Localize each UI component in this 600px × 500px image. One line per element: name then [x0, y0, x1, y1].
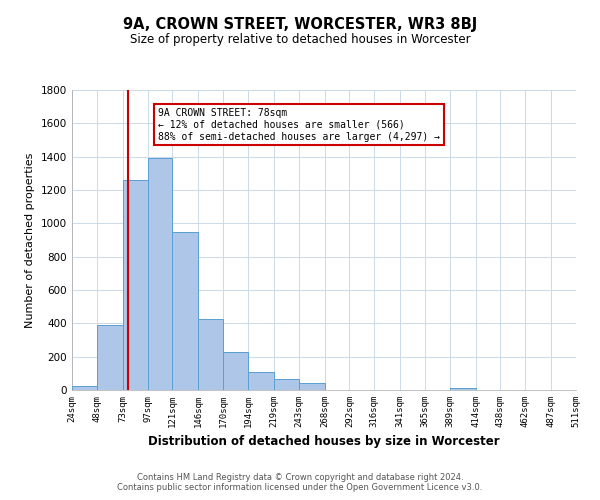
Bar [172, 232, 198, 390]
Text: Size of property relative to detached houses in Worcester: Size of property relative to detached ho… [130, 32, 470, 46]
Bar [223, 352, 248, 390]
Text: 9A CROWN STREET: 78sqm
← 12% of detached houses are smaller (566)
88% of semi-de: 9A CROWN STREET: 78sqm ← 12% of detached… [158, 108, 440, 142]
Bar [123, 180, 148, 390]
Bar [198, 319, 223, 390]
Bar [248, 372, 274, 390]
Bar [97, 325, 123, 390]
Y-axis label: Number of detached properties: Number of detached properties [25, 152, 35, 328]
Bar [299, 384, 325, 390]
Text: 9A, CROWN STREET, WORCESTER, WR3 8BJ: 9A, CROWN STREET, WORCESTER, WR3 8BJ [123, 18, 477, 32]
Bar [274, 379, 299, 390]
Text: Contains HM Land Registry data © Crown copyright and database right 2024.
Contai: Contains HM Land Registry data © Crown c… [118, 473, 482, 492]
Bar [148, 158, 172, 390]
Bar [450, 388, 476, 390]
Bar [72, 386, 97, 390]
X-axis label: Distribution of detached houses by size in Worcester: Distribution of detached houses by size … [148, 436, 500, 448]
